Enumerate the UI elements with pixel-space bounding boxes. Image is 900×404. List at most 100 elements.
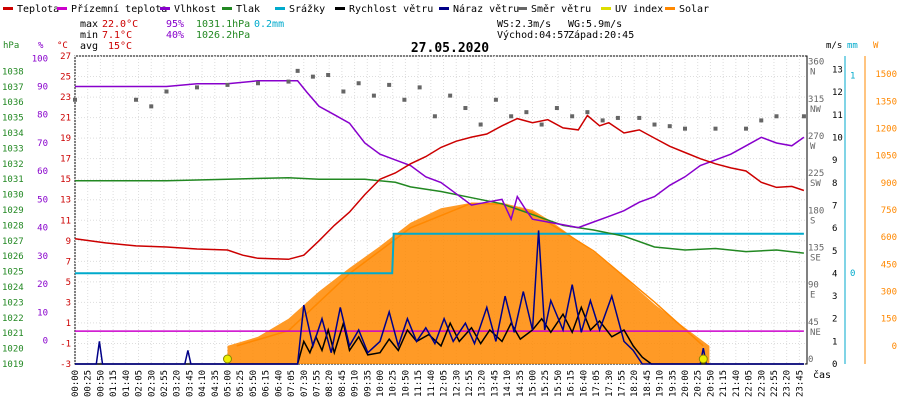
tick-time: 21:40: [732, 370, 742, 397]
tick-wind-dir-compass: E: [810, 291, 815, 301]
tick-solar: 750: [881, 206, 897, 216]
tick-humidity: 60: [37, 167, 48, 177]
tick-pressure: 1032: [2, 160, 24, 170]
tick-rain: 1: [850, 72, 855, 82]
stat-max-temp: 22.0°C: [102, 19, 138, 30]
tick-time: 16:40: [579, 370, 589, 397]
stat-avg-label: avg: [80, 41, 98, 52]
wind-dir-point: [432, 114, 437, 119]
tick-humidity: 80: [37, 111, 48, 121]
tick-solar: 1500: [875, 70, 897, 80]
tick-time: 20:50: [706, 370, 716, 397]
tick-rain: 0: [850, 269, 855, 279]
tick-temperature: 27: [60, 52, 71, 62]
wind-dir-point: [164, 89, 169, 94]
tick-humidity: 40: [37, 224, 48, 234]
tick-time: 22:30: [757, 370, 767, 397]
tick-wind-dir: 180: [808, 206, 824, 216]
wind-dir-point: [493, 97, 498, 102]
tick-pressure: 1024: [2, 283, 24, 293]
wind-dir-point: [478, 122, 483, 127]
tick-humidity: 100: [32, 54, 48, 64]
tick-pressure: 1037: [2, 83, 24, 93]
wind-dir-point: [774, 114, 779, 119]
series-line-teplota: [74, 114, 805, 261]
tick-time: 19:10: [656, 370, 666, 397]
wind-dir-point: [652, 122, 657, 127]
wind-dir-point: [286, 79, 291, 84]
stat-min-label: min: [80, 30, 98, 41]
tick-time: 18:20: [630, 370, 640, 397]
stats-block: max 22.0°C 95% 1031.1hPa 0.2mm min 7.1°C…: [80, 19, 634, 52]
wind-dir-point: [448, 93, 453, 98]
tick-time: 14:10: [503, 370, 513, 397]
tick-time: 19:35: [668, 370, 678, 397]
tick-temperature: 25: [60, 73, 71, 83]
tick-humidity: 10: [37, 308, 48, 318]
tick-time: 08:45: [338, 370, 348, 397]
legend-label-9: Solar: [679, 4, 709, 15]
tick-pressure: 1030: [2, 191, 24, 201]
tick-time: 23:45: [795, 370, 805, 397]
tick-wind-speed: 5: [832, 247, 837, 257]
x-axis-label: čas: [813, 369, 831, 381]
tick-humidity: 30: [37, 252, 48, 262]
stat-sunrise: Východ:04:57: [497, 29, 569, 41]
tick-humidity: 90: [37, 82, 48, 92]
tick-wind-dir-compass: NE: [810, 328, 821, 338]
tick-time: 01:40: [122, 370, 132, 397]
tick-temperature: 7: [66, 257, 71, 267]
axis-unit-wind-speed: m/s: [826, 41, 842, 51]
tick-time: 10:50: [401, 370, 411, 397]
tick-time: 13:45: [490, 370, 500, 397]
wind-dir-point: [600, 118, 605, 123]
wind-dir-point: [759, 118, 764, 123]
legend-label-5: Rychlost větru: [349, 3, 433, 15]
tick-time: 00:50: [96, 370, 106, 397]
legend-swatch-9: [665, 7, 675, 10]
tick-wind-dir: 225: [808, 169, 824, 179]
wind-dir-point: [637, 115, 642, 120]
wind-dir-point: [73, 97, 77, 102]
tick-temperature: 19: [60, 134, 71, 144]
tick-wind-dir-compass: S: [810, 216, 815, 226]
tick-humidity: 0: [43, 337, 48, 347]
tick-time: 17:30: [605, 370, 615, 397]
tick-pressure: 1020: [2, 345, 24, 355]
wind-dir-point: [225, 82, 230, 87]
x-axis-ticks: 00:00 00:25 00:50 01:15 01:40 02:05 02:30 02:55…: [71, 370, 805, 397]
tick-temperature: -1: [60, 339, 71, 349]
series-line-tlak: [75, 176, 804, 254]
tick-time: 12:30: [452, 370, 462, 397]
legend-label-6: Náraz větru: [453, 3, 519, 15]
tick-temperature: 23: [60, 93, 71, 103]
tick-time: 16:15: [567, 370, 577, 397]
legend-label-4: Srážky: [289, 3, 325, 15]
tick-time: 00:00: [71, 370, 81, 397]
tick-time: 23:20: [783, 370, 793, 397]
tick-wind-speed: 1: [832, 337, 837, 347]
wind-dir-point: [463, 106, 468, 111]
tick-time: 06:15: [262, 370, 272, 397]
stat-min-temp: 7.1°C: [102, 30, 132, 41]
tick-pressure: 1034: [2, 129, 24, 139]
tick-wind-dir-compass: SE: [810, 254, 821, 264]
tick-solar: 1200: [875, 124, 897, 134]
series-line-srážky: [75, 232, 804, 275]
tick-solar: 450: [881, 260, 897, 270]
tick-humidity: 20: [37, 280, 48, 290]
tick-solar: 900: [881, 179, 897, 189]
tick-time: 06:40: [274, 370, 284, 397]
tick-pressure: 1025: [2, 268, 24, 278]
wind-dir-point: [554, 106, 559, 111]
axis-unit-humidity: %: [38, 41, 44, 51]
legend-label-0: Teplota: [17, 4, 59, 15]
tick-temperature: 5: [66, 278, 71, 288]
axes: hPa% °C1019102010211022102310241025102610…: [2, 41, 897, 370]
legend-label-8: UV index: [615, 4, 663, 15]
wind-dir-point: [256, 81, 260, 86]
stat-min-press: 1026.2hPa: [196, 30, 250, 41]
wind-dir-point: [539, 122, 544, 127]
